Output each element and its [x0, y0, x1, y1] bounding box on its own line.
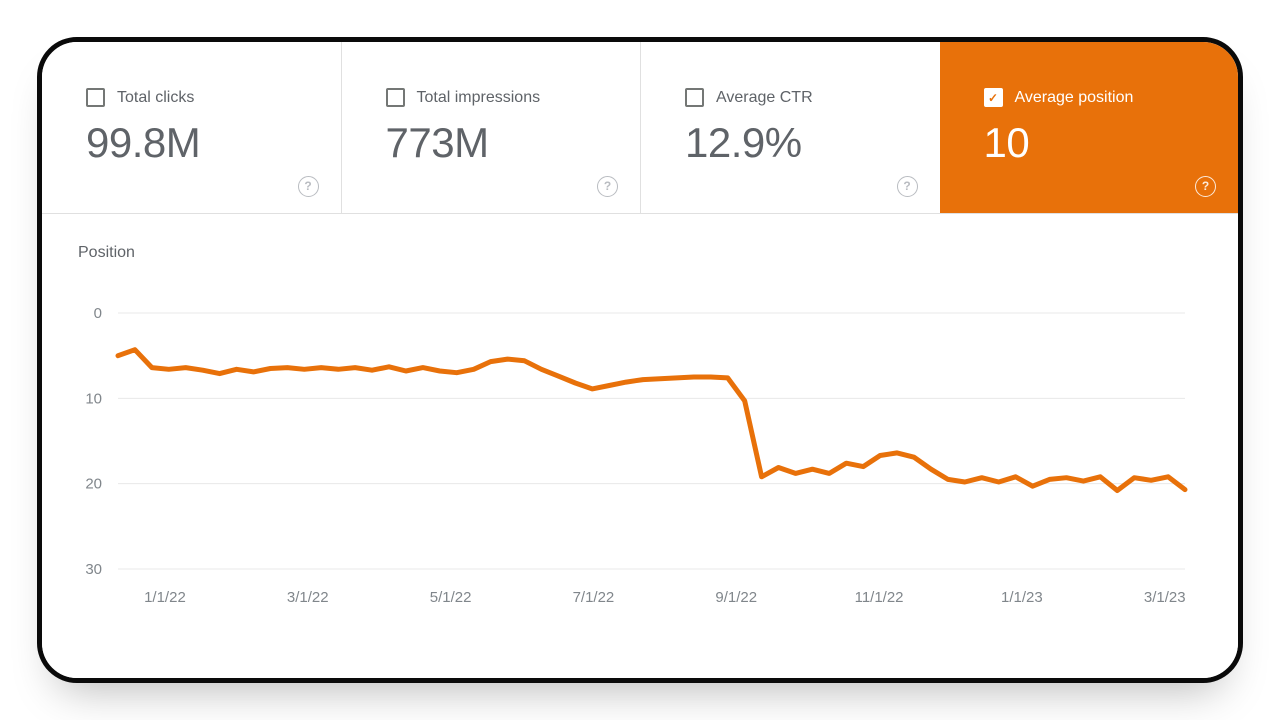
x-tick-label: 9/1/22 — [715, 589, 757, 606]
metric-card-header: Average CTR — [685, 88, 916, 107]
metric-card-total-impressions[interactable]: Total impressions 773M ? — [340, 42, 640, 213]
x-tick-label: 11/1/22 — [855, 589, 904, 606]
metric-value: 10 — [983, 119, 1030, 166]
x-tick-label: 1/1/22 — [144, 589, 186, 606]
total-impressions-checkbox[interactable] — [385, 88, 405, 107]
metric-value: 99.8M — [86, 119, 201, 166]
metric-cards-row: Total clicks 99.8M ? Total impressions 7… — [42, 42, 1238, 214]
average-ctr-checkbox[interactable] — [685, 88, 704, 107]
total-clicks-checkbox[interactable] — [86, 88, 105, 107]
metric-value: 12.9% — [685, 119, 802, 166]
y-tick-label: 0 — [94, 305, 102, 322]
help-icon[interactable]: ? — [896, 176, 918, 197]
average-position-checkbox[interactable]: ✓ — [983, 88, 1003, 107]
metric-label: Total impressions — [416, 88, 541, 106]
x-tick-label: 3/1/23 — [1144, 589, 1186, 606]
x-tick-label: 1/1/23 — [1001, 589, 1043, 606]
metric-card-total-clicks[interactable]: Total clicks 99.8M ? — [42, 42, 341, 213]
help-icon[interactable]: ? — [297, 176, 319, 197]
metric-label: Average CTR — [716, 88, 813, 106]
position-line — [115, 347, 1188, 493]
metric-card-average-position[interactable]: ✓ Average position 10 ? — [939, 42, 1238, 213]
metric-card-average-ctr[interactable]: Average CTR 12.9% ? — [640, 42, 940, 213]
chart-canvas: 0 10 20 30 1/1/22 3/1/22 5/1/22 7/1/22 9/1/22 11/… — [85, 305, 1188, 606]
metric-value: 773M — [385, 119, 490, 166]
x-tick-label: 5/1/22 — [430, 589, 472, 606]
performance-panel: Total clicks 99.8M ? Total impressions 7… — [37, 37, 1243, 683]
help-icon[interactable]: ? — [1195, 176, 1216, 197]
x-tick-label: 3/1/22 — [287, 589, 329, 606]
metric-card-header: Total clicks — [86, 88, 317, 107]
metric-card-header: ✓ Average position — [983, 88, 1215, 107]
help-icon[interactable]: ? — [597, 176, 618, 197]
y-tick-label: 20 — [85, 476, 102, 493]
chart-axis-title: Position — [78, 244, 135, 261]
y-tick-label: 30 — [85, 561, 102, 578]
check-icon: ✓ — [987, 90, 999, 105]
x-tick-label: 7/1/22 — [573, 589, 615, 606]
metric-label: Average position — [1014, 88, 1134, 106]
position-chart: Position 0 10 20 30 1/1/22 3/1/22 5/1/22 7/1/22… — [42, 214, 1238, 678]
y-tick-label: 10 — [85, 390, 102, 407]
metric-label: Total clicks — [117, 88, 195, 106]
metric-card-header: Total impressions — [385, 88, 617, 107]
